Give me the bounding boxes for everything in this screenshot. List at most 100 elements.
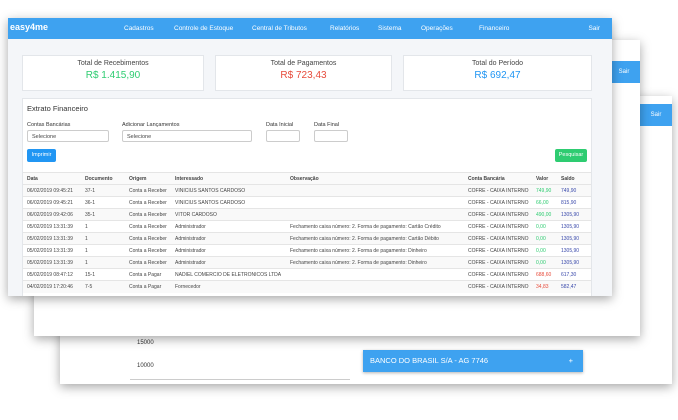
table-cell: 7-5 [85,284,93,290]
table-cell: 06/02/2019 09:45:21 [27,200,73,206]
select[interactable]: Selecione [122,130,252,142]
logo[interactable]: easy4me [10,22,49,32]
header-cell: Conta Bancária [468,176,505,182]
table-cell: Fechamento caixa número: 2. Forma de pag… [290,224,441,230]
table-header: Data Documento Origem Interessado Observação… [23,172,591,185]
filter-label: Contas Bancárias [27,122,71,128]
header-cell: Interessado [175,176,204,182]
table-row: 05/02/2019 13:31:39 1 Conta a Receber Admin… [23,244,591,257]
table-cell: 1305,90 [561,248,580,254]
table-cell: VITOR CARDOSO [175,212,217,218]
table-cell: Conta a Pagar [129,284,162,290]
table-row: 05/02/2019 13:31:39 1 Conta a Receber Admin… [23,232,591,245]
table-cell: COFRE - CAIXA INTERNO [468,188,529,194]
table-cell: 05/02/2019 13:31:39 [27,224,73,230]
header-cell: Valor [536,176,549,182]
select[interactable]: Selecione [27,130,109,142]
date-label: Data Final [314,122,340,128]
table-cell: 0,00 [536,224,546,230]
expand-icon[interactable]: + [568,356,573,365]
table-cell: Fornecedor [175,284,201,290]
date-input[interactable] [314,130,348,142]
summary-card: Total de Pagamentos R$ 723,43 [215,55,392,91]
table-cell: 1305,90 [561,212,580,218]
table-cell: 35-1 [85,212,96,218]
table-cell: 05/02/2019 13:31:39 [27,248,73,254]
table-row: 06/02/2019 09:45:21 36-1 Conta a Receber VI… [23,196,591,209]
header-cell: Documento [85,176,113,182]
table-row: 04/02/2019 17:20:46 7-5 Conta a Pagar Forne… [23,280,591,293]
table-cell: 04/02/2019 17:20:46 [27,284,73,290]
table-cell: 36-1 [85,200,96,206]
date-label: Data Inicial [266,122,294,128]
card-value: R$ 1.415,90 [85,70,141,81]
card-value: R$ 723,43 [280,70,327,81]
logout-button[interactable]: Sair [640,104,672,126]
table-cell: 34,83 [536,284,549,290]
table-row: 05/02/2019 13:31:39 1 Conta a Receber Admin… [23,256,591,269]
table-cell: Conta a Pagar [129,272,162,278]
search-button[interactable]: Pesquisar [555,149,587,162]
panel: Extrato Financeiro Contas Bancárias Sele… [22,98,592,296]
header-cell: Saldo [561,176,575,182]
menu-item[interactable]: Relatórios [330,25,360,32]
axis-line [130,379,350,380]
menu-item[interactable]: Controle de Estoque [174,25,234,32]
print-button[interactable]: Imprimir [27,149,56,162]
table-cell: COFRE - CAIXA INTERNO [468,284,529,290]
table-cell: 1 [85,224,88,230]
menu-item[interactable]: Sistema [378,25,402,32]
menu-item[interactable]: Central de Tributos [252,25,307,32]
table-cell: Administrador [175,224,206,230]
menu-item[interactable]: Financeiro [479,25,510,32]
table-cell: 688,60 [536,272,552,278]
table-row: 05/02/2019 13:31:39 1 Conta a Receber Admin… [23,220,591,233]
main-window: easy4me Cadastros Controle de Estoque Cent… [8,18,612,296]
table-cell: 05/02/2019 13:31:39 [27,236,73,242]
table-cell: 05/02/2019 13:31:39 [27,260,73,266]
summary-card: Total do Período R$ 692,47 [403,55,592,91]
table-cell: COFRE - CAIXA INTERNO [468,248,529,254]
table-cell: COFRE - CAIXA INTERNO [468,224,529,230]
table-cell: Fechamento caixa número: 2. Forma de pag… [290,260,427,266]
table-cell: Administrador [175,248,206,254]
table-cell: Fechamento caixa número: 2. Forma de pag… [290,236,439,242]
axis-label: 15000 [137,340,154,346]
table-cell: 1 [85,260,88,266]
table-cell: 815,90 [561,200,577,206]
table-row: 06/02/2019 09:45:21 37-1 Conta a Receber VI… [23,184,591,197]
axis-label: 10000 [137,363,154,369]
bank-accordion[interactable]: BANCO DO BRASIL S/A - AG 7746 + [363,350,583,372]
filter-label: Adicionar Lançamentos [122,122,180,128]
logout-button[interactable]: Sair [608,61,640,83]
header-cell: Observação [290,176,319,182]
table-cell: Conta a Receber [129,224,167,230]
table-cell: 06/02/2019 09:45:21 [27,188,73,194]
table-row: 06/02/2019 09:42:06 35-1 Conta a Receber VI… [23,208,591,221]
table-cell: COFRE - CAIXA INTERNO [468,272,529,278]
table-cell: 490,00 [536,212,552,218]
logout-link[interactable]: Sair [588,25,600,32]
table-cell: Fechamento caixa número: 2. Forma de pag… [290,248,427,254]
date-input[interactable] [266,130,300,142]
table-cell: COFRE - CAIXA INTERNO [468,212,529,218]
table-cell: Conta a Receber [129,212,167,218]
table-cell: 15-1 [85,272,96,278]
menu-item[interactable]: Cadastros [124,25,154,32]
table-cell: Administrador [175,260,206,266]
table-cell: 749,90 [536,188,552,194]
table-cell: VINICIUS SANTOS CARDOSO [175,188,246,194]
table-cell: Administrador [175,236,206,242]
table-cell: COFRE - CAIXA INTERNO [468,236,529,242]
table-cell: 0,00 [536,260,546,266]
table-cell: 0,00 [536,236,546,242]
table-cell: 37-1 [85,188,96,194]
table-cell: 66,00 [536,200,549,206]
table-cell: VINICIUS SANTOS CARDOSO [175,200,246,206]
card-label: Total de Recebimentos [77,60,149,67]
table-cell: COFRE - CAIXA INTERNO [468,260,529,266]
card-label: Total de Pagamentos [270,60,337,67]
menu-item[interactable]: Operações [421,25,453,32]
table-cell: Conta a Receber [129,260,167,266]
card-value: R$ 692,47 [474,70,521,81]
